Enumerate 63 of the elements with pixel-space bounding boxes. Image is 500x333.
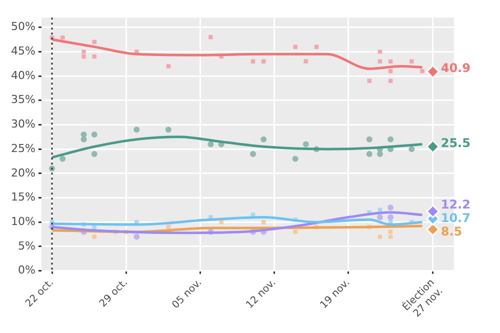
y-tick-label: 50% <box>10 20 36 34</box>
point <box>208 141 214 148</box>
point <box>60 156 66 162</box>
data-label: 12.2 <box>440 198 470 212</box>
point <box>91 131 98 138</box>
y-tick-label: 40% <box>10 68 36 82</box>
point <box>378 234 382 239</box>
point <box>92 234 96 239</box>
x-tick-label: 22 oct. <box>24 277 56 310</box>
point <box>91 150 98 157</box>
point <box>134 234 140 240</box>
point <box>134 126 140 133</box>
y-tick-label: 10% <box>10 214 36 228</box>
point <box>388 234 393 239</box>
point <box>426 222 440 236</box>
x-tick-label: 12 nov. <box>244 277 278 311</box>
point <box>388 214 394 220</box>
point <box>302 141 309 148</box>
point <box>376 214 383 220</box>
point <box>378 50 382 54</box>
point <box>410 59 414 64</box>
point <box>260 136 267 142</box>
point <box>426 204 440 218</box>
point <box>426 64 440 78</box>
data-label: 10.7 <box>440 210 470 225</box>
y-tick-label: 35% <box>10 93 36 106</box>
x-tick-label: 05 nov. <box>170 277 204 311</box>
data-label: 40.9 <box>440 60 470 75</box>
point <box>82 54 86 59</box>
y-tick-label: 0% <box>18 264 36 277</box>
point <box>408 146 415 152</box>
point <box>292 156 298 162</box>
point <box>219 220 224 224</box>
point <box>314 44 319 49</box>
line-series <box>50 136 424 159</box>
y-tick-label: 15% <box>10 190 36 204</box>
point <box>388 204 394 211</box>
point <box>166 64 171 68</box>
point <box>293 44 298 49</box>
point <box>388 230 393 234</box>
point <box>366 136 372 142</box>
x-tick-label: 19 nov. <box>318 277 352 311</box>
y-tick-label: 20% <box>10 166 36 180</box>
y-tick-label: 5% <box>18 239 36 252</box>
y-tick-label: 45% <box>10 44 36 58</box>
point <box>420 69 424 74</box>
point <box>165 126 172 133</box>
point <box>293 230 298 234</box>
point <box>92 54 96 59</box>
data-label: 25.5 <box>440 136 470 150</box>
line-series <box>50 211 424 234</box>
y-tick-label: 30% <box>10 118 36 131</box>
point <box>92 40 96 44</box>
data-label: 8.5 <box>440 224 462 239</box>
point <box>366 150 372 157</box>
point <box>426 140 440 154</box>
point <box>388 136 394 142</box>
point <box>82 50 86 54</box>
point <box>388 69 393 74</box>
y-tick-label: 25% <box>10 142 36 155</box>
x-tick-label: 29 oct. <box>98 277 130 310</box>
point <box>208 34 213 40</box>
point <box>250 150 256 157</box>
